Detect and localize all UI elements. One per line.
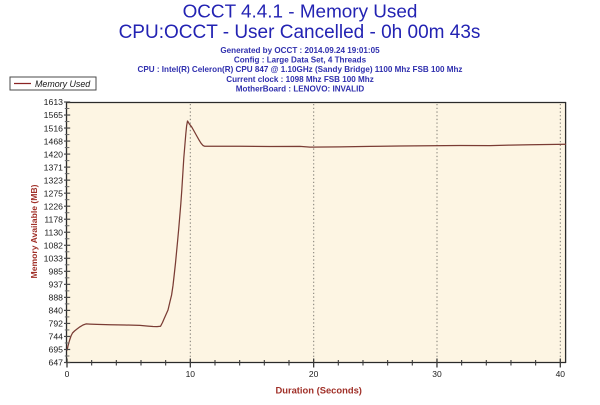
svg-text:Config : Large Data Set, 4 Thr: Config : Large Data Set, 4 Threads bbox=[234, 56, 367, 65]
svg-text:1516: 1516 bbox=[44, 123, 63, 133]
svg-text:985: 985 bbox=[49, 267, 64, 277]
svg-text:1226: 1226 bbox=[44, 201, 63, 211]
svg-text:695: 695 bbox=[49, 345, 64, 355]
svg-text:1178: 1178 bbox=[44, 214, 63, 224]
svg-text:647: 647 bbox=[49, 358, 64, 368]
svg-text:1565: 1565 bbox=[44, 110, 63, 120]
svg-text:1420: 1420 bbox=[44, 149, 63, 159]
svg-text:Memory Available (MB): Memory Available (MB) bbox=[29, 184, 39, 278]
svg-text:1033: 1033 bbox=[44, 254, 63, 264]
svg-text:1275: 1275 bbox=[44, 188, 63, 198]
svg-text:30: 30 bbox=[432, 369, 442, 379]
svg-text:840: 840 bbox=[49, 306, 64, 316]
svg-text:Generated by OCCT : 2014.09.24: Generated by OCCT : 2014.09.24 19:01:05 bbox=[220, 46, 380, 55]
svg-text:10: 10 bbox=[186, 369, 196, 379]
svg-text:Current clock : 1098 Mhz FSB 1: Current clock : 1098 Mhz FSB 100 Mhz bbox=[226, 75, 374, 84]
svg-text:1082: 1082 bbox=[44, 240, 63, 250]
svg-text:Memory Used: Memory Used bbox=[35, 79, 91, 89]
svg-text:744: 744 bbox=[49, 332, 64, 342]
svg-text:1468: 1468 bbox=[44, 136, 63, 146]
svg-text:CPU : Intel(R) Celeron(R) CPU: CPU : Intel(R) Celeron(R) CPU 847 @ 1.10… bbox=[138, 65, 463, 74]
svg-text:1130: 1130 bbox=[44, 227, 63, 237]
svg-text:20: 20 bbox=[309, 369, 319, 379]
svg-text:OCCT 4.4.1 - Memory Used: OCCT 4.4.1 - Memory Used bbox=[183, 2, 418, 23]
svg-text:1323: 1323 bbox=[44, 175, 63, 185]
svg-text:Duration (Seconds): Duration (Seconds) bbox=[275, 385, 361, 396]
svg-text:1371: 1371 bbox=[44, 162, 63, 172]
svg-text:937: 937 bbox=[49, 280, 64, 290]
svg-text:CPU:OCCT - User Cancelled - 0h: CPU:OCCT - User Cancelled - 0h 00m 43s bbox=[119, 22, 481, 43]
svg-text:0: 0 bbox=[65, 369, 70, 379]
svg-text:40: 40 bbox=[556, 369, 566, 379]
svg-text:1613: 1613 bbox=[44, 97, 63, 107]
svg-text:792: 792 bbox=[49, 319, 64, 329]
svg-text:MotherBoard : LENOVO: INVALID: MotherBoard : LENOVO: INVALID bbox=[236, 85, 365, 94]
svg-text:888: 888 bbox=[49, 293, 64, 303]
